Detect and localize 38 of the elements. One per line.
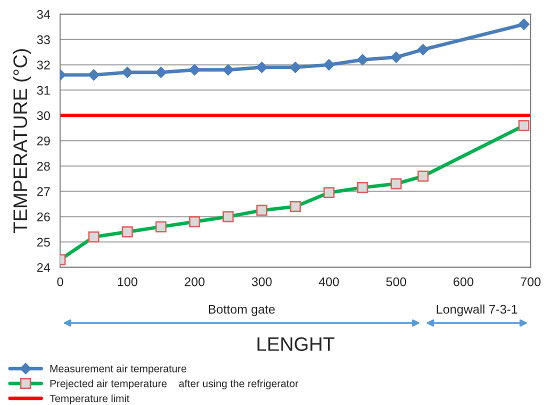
- y-tick-label: 24: [37, 263, 50, 272]
- y-tick-label: 32: [37, 60, 50, 70]
- point: [188, 64, 200, 76]
- x-axis-title: LENGHT: [258, 337, 334, 351]
- point: [155, 66, 167, 78]
- y-tick-label: 26: [37, 212, 50, 222]
- y-tick-label: 34: [37, 10, 50, 19]
- y-tick-label: 31: [37, 86, 50, 95]
- x-tick-label: 600: [454, 277, 474, 286]
- y-tick-label: 30: [37, 111, 50, 120]
- point: [290, 62, 301, 73]
- text: Longwall 7-3-1: [436, 304, 518, 316]
- legend-label: Measurement air temperature: [50, 364, 186, 374]
- x-tick-label: 0: [57, 277, 64, 286]
- x-tick-label: 500: [386, 277, 406, 286]
- x-tick-label: 400: [318, 277, 339, 286]
- x-tick-label: 300: [252, 277, 272, 286]
- point: [417, 44, 429, 56]
- point: [222, 64, 234, 76]
- point: [256, 62, 268, 73]
- y-tick-label: 27: [37, 187, 50, 196]
- point: [390, 52, 402, 63]
- point: [356, 54, 368, 66]
- point: [518, 18, 530, 30]
- point: [88, 69, 100, 81]
- text: Bottom gate: [208, 304, 275, 316]
- y-axis-title: TEMPERATURE (°C): [12, 49, 31, 234]
- x-tick-label: 200: [184, 277, 205, 286]
- y-tick-label: 28: [37, 162, 50, 171]
- y-tick-label: 25: [37, 238, 50, 247]
- x-tick-label: 100: [118, 277, 138, 286]
- legend-label: Temperature limit: [50, 394, 130, 404]
- y-tick-label: 29: [37, 136, 50, 146]
- x-tick-label: 700: [520, 277, 541, 286]
- point: [323, 59, 335, 70]
- point: [122, 66, 133, 78]
- y-tick-label: 33: [37, 35, 50, 44]
- legend-label: Prejected air temperature after using the refrigerator: [50, 380, 298, 390]
